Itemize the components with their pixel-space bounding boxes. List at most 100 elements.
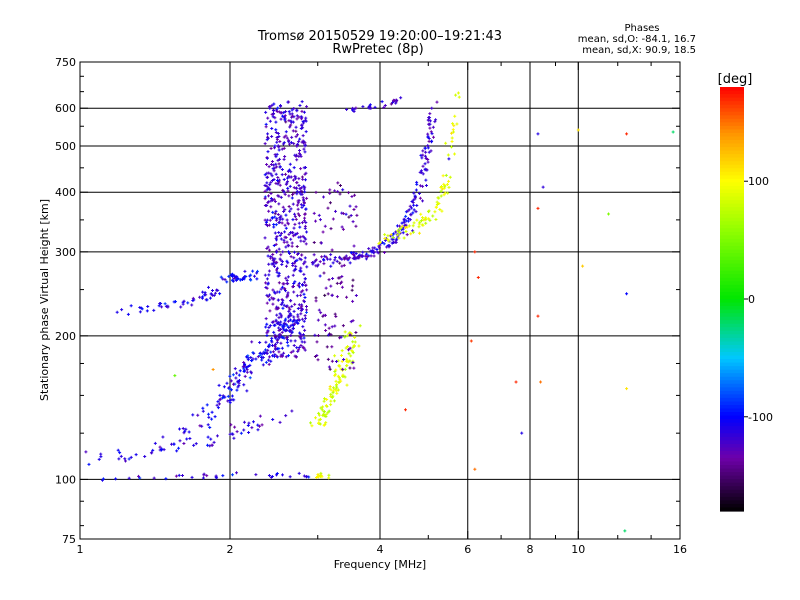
data-point — [270, 174, 274, 178]
data-point — [287, 119, 291, 123]
data-point — [271, 115, 275, 119]
data-point — [331, 394, 335, 398]
data-point — [247, 430, 251, 434]
data-point — [281, 306, 285, 310]
data-point — [276, 178, 280, 182]
data-point — [297, 183, 301, 187]
colorbar-segment — [720, 217, 744, 222]
colorbar-segment — [720, 164, 744, 169]
data-point — [263, 173, 267, 177]
data-point — [266, 201, 270, 205]
data-point — [265, 162, 269, 166]
data-point — [439, 194, 443, 198]
data-point — [421, 153, 425, 157]
data-point — [541, 185, 545, 189]
legend-line-o: mean, sd,O: -84.1, 16.7 — [578, 34, 696, 45]
data-point — [296, 212, 300, 216]
data-point — [345, 295, 349, 299]
data-point — [349, 320, 353, 324]
data-point — [304, 171, 308, 175]
data-point — [473, 250, 477, 254]
colorbar-segment — [720, 214, 744, 219]
data-point — [277, 350, 281, 354]
data-point — [267, 269, 271, 273]
x-tick-label: 16 — [673, 543, 687, 556]
data-point — [319, 406, 323, 410]
x-tick-label: 8 — [527, 543, 534, 556]
colorbar-segment — [720, 429, 744, 434]
data-point — [210, 443, 214, 447]
data-point — [267, 355, 271, 359]
data-point — [292, 256, 296, 260]
data-point — [292, 226, 296, 230]
colorbar-segment — [720, 373, 744, 378]
data-point — [157, 304, 161, 308]
data-point — [417, 191, 421, 195]
data-point — [291, 202, 295, 206]
data-point — [210, 417, 214, 421]
data-point — [280, 346, 284, 350]
data-point — [291, 129, 295, 133]
data-point — [275, 165, 279, 169]
data-point — [361, 105, 365, 109]
data-point — [256, 355, 260, 359]
data-point — [330, 248, 334, 252]
data-point — [335, 259, 339, 263]
data-point — [272, 163, 276, 167]
data-point — [228, 432, 232, 436]
data-point — [288, 209, 292, 213]
data-point — [413, 197, 417, 201]
data-point — [317, 421, 321, 425]
data-point — [279, 117, 283, 121]
data-point — [338, 192, 342, 196]
data-point — [205, 403, 209, 407]
data-point — [297, 214, 301, 218]
data-point — [293, 177, 297, 181]
data-point — [275, 347, 279, 351]
data-point — [323, 254, 327, 258]
data-point — [340, 225, 344, 229]
data-point — [625, 292, 629, 296]
data-point — [275, 270, 279, 274]
data-point — [303, 150, 307, 154]
data-point — [181, 427, 185, 431]
data-point — [273, 116, 277, 120]
data-point — [299, 115, 303, 119]
colorbar-segment — [720, 415, 744, 420]
data-point — [317, 213, 321, 217]
data-point — [242, 370, 246, 374]
data-point — [424, 178, 428, 182]
data-point — [430, 139, 434, 143]
data-point — [327, 409, 331, 413]
data-point — [314, 476, 318, 480]
data-point — [394, 101, 398, 105]
data-point — [357, 344, 361, 348]
data-point — [424, 156, 428, 160]
data-point — [181, 302, 185, 306]
data-point — [296, 321, 300, 325]
data-point — [433, 120, 437, 124]
data-point — [270, 320, 274, 324]
data-point — [293, 302, 297, 306]
data-point — [351, 351, 355, 355]
data-point — [182, 299, 186, 303]
data-point — [282, 157, 286, 161]
data-point — [446, 153, 450, 157]
data-point — [291, 285, 295, 289]
data-point — [264, 281, 268, 285]
data-point — [99, 452, 103, 456]
data-point — [303, 212, 307, 216]
data-point — [276, 106, 280, 110]
data-point — [283, 319, 287, 323]
colorbar-segment — [720, 465, 744, 470]
data-point — [277, 336, 281, 340]
data-point — [368, 103, 372, 107]
data-point — [273, 343, 277, 347]
data-point — [231, 373, 235, 377]
data-point — [320, 255, 324, 259]
data-point — [143, 455, 147, 459]
data-point — [313, 354, 317, 358]
data-point — [268, 119, 272, 123]
data-point — [242, 383, 246, 387]
data-point — [333, 387, 337, 391]
